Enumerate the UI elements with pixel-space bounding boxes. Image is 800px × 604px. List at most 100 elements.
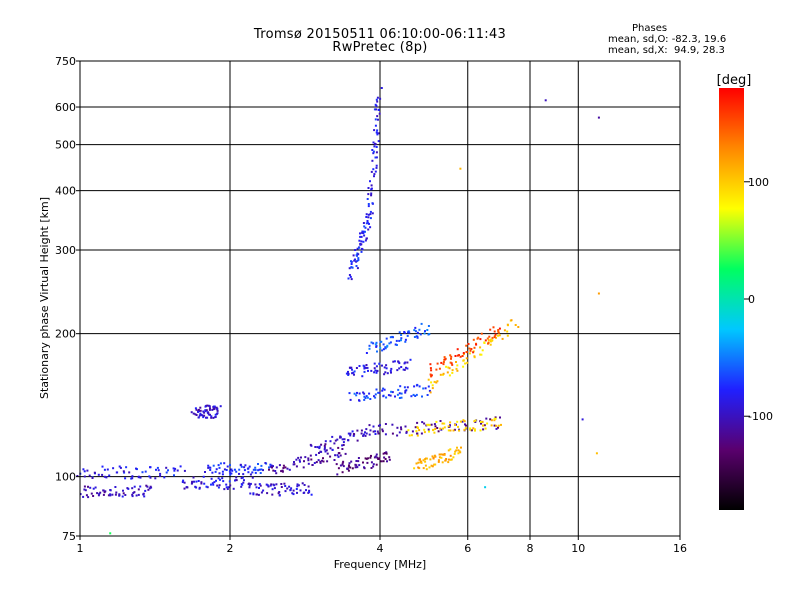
data-point (87, 485, 89, 488)
data-point (406, 334, 409, 337)
data-point (398, 397, 401, 399)
data-point (418, 429, 421, 432)
data-point (288, 468, 291, 471)
data-point (494, 416, 497, 419)
data-point (423, 422, 426, 425)
data-point (186, 486, 189, 489)
data-point (437, 460, 440, 463)
data-point (436, 380, 439, 383)
data-point (378, 112, 381, 115)
data-point (135, 467, 137, 470)
data-point (274, 470, 277, 472)
data-point (442, 372, 445, 375)
data-point (192, 476, 195, 479)
data-point (493, 419, 496, 422)
data-point (479, 429, 482, 432)
data-point (201, 414, 204, 417)
data-point (268, 468, 270, 471)
data-point (355, 254, 358, 257)
data-point (149, 466, 152, 469)
data-point (83, 488, 86, 491)
data-point (489, 328, 492, 331)
data-point (348, 464, 350, 467)
data-point (228, 480, 231, 483)
data-point (269, 463, 272, 466)
data-point (248, 482, 250, 485)
data-point (361, 230, 364, 233)
data-point (367, 228, 370, 231)
data-point (122, 492, 125, 495)
data-point (311, 464, 314, 466)
data-point (209, 413, 211, 416)
data-point (83, 485, 86, 488)
data-point (413, 329, 416, 332)
data-point (255, 493, 258, 496)
data-point (98, 492, 101, 495)
data-point (473, 355, 476, 358)
data-point (355, 265, 358, 267)
data-point (375, 104, 378, 107)
data-point (268, 466, 270, 469)
data-point (347, 465, 350, 468)
data-point (422, 459, 425, 462)
data-point (438, 367, 441, 370)
data-point (83, 475, 86, 478)
data-point (370, 454, 372, 457)
data-point (212, 405, 215, 408)
data-point (429, 367, 432, 370)
data-point (222, 480, 225, 483)
data-point (87, 496, 90, 499)
data-point (214, 470, 217, 473)
data-point (400, 339, 402, 342)
data-point (124, 494, 127, 496)
data-point (202, 416, 205, 419)
data-point (139, 485, 142, 488)
data-point (262, 489, 265, 492)
data-point (389, 336, 392, 339)
data-point (381, 430, 384, 433)
data-point (431, 465, 434, 468)
data-point (421, 421, 424, 424)
data-point (449, 448, 452, 451)
data-point (429, 391, 432, 394)
data-point (462, 419, 465, 422)
data-point (439, 420, 442, 422)
data-point (323, 444, 326, 447)
data-point (85, 494, 88, 497)
data-point (452, 456, 455, 459)
data-point (472, 427, 475, 430)
data-point (244, 464, 247, 467)
data-point (389, 341, 392, 344)
data-point (356, 439, 359, 442)
data-point (441, 461, 444, 464)
data-point (361, 231, 364, 234)
data-point (347, 372, 350, 375)
data-point (419, 333, 422, 336)
data-point (428, 466, 431, 469)
data-point (376, 369, 379, 372)
data-point (394, 343, 397, 346)
data-point (329, 440, 332, 443)
data-point (497, 331, 500, 334)
data-point (494, 333, 497, 336)
data-point (204, 471, 206, 473)
data-point (303, 484, 306, 486)
data-point (358, 239, 361, 242)
data-point (248, 465, 251, 468)
data-point (377, 118, 379, 121)
data-point (387, 394, 390, 397)
data-point (479, 353, 482, 356)
data-point (248, 486, 251, 489)
data-point (365, 237, 368, 240)
data-point (249, 473, 252, 476)
data-point (354, 249, 357, 251)
data-point (255, 486, 258, 489)
data-point (225, 469, 228, 471)
data-point (477, 336, 480, 339)
data-point (309, 443, 312, 446)
data-point (424, 464, 427, 467)
data-point (131, 475, 134, 478)
data-point (217, 477, 220, 480)
data-point (369, 217, 372, 220)
data-point (310, 458, 313, 461)
